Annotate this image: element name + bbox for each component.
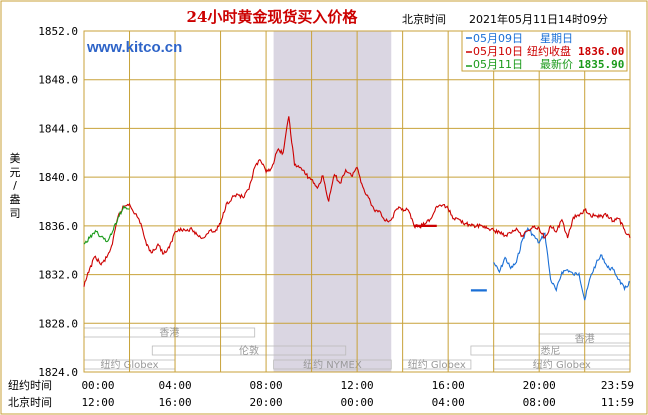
chart-title: 24小时黄金现货买入价格: [187, 8, 359, 26]
legend-date-close: 05月10日: [473, 45, 523, 58]
market-session-bar: [273, 359, 392, 370]
market-session-label: 纽约 NYMEX: [303, 358, 362, 371]
ny-tick-label: 00:00: [81, 379, 114, 392]
bj-tick-label: 12:00: [81, 396, 114, 409]
bj-tick-label: 20:00: [250, 396, 283, 409]
ny-tick-label: 16:00: [432, 379, 465, 392]
series-line-latest: [83, 205, 130, 245]
ny-tick-label: 23:59: [601, 379, 634, 392]
y-tick-label: 1840.0: [38, 171, 78, 184]
y-tick-label: 1836.0: [38, 220, 78, 233]
y-label-char: 美: [10, 152, 21, 165]
y-label-char: /: [13, 179, 17, 192]
legend-date-latest: 05月11日: [473, 58, 523, 71]
bj-time-row-label: 北京时间: [8, 395, 52, 409]
bj-tick-label: 16:00: [158, 396, 191, 409]
y-axis-label: 美 元 / 盎 司: [10, 152, 21, 220]
series-line-close: [83, 116, 631, 287]
website-label: www.kitco.cn: [86, 39, 182, 56]
y-label-char: 盎: [10, 192, 21, 206]
legend-date-sunday: 05月09日: [473, 32, 523, 45]
market-session-bar: [151, 345, 347, 356]
timestamp: 2021年05月11日14时09分: [469, 12, 608, 26]
legend-text-close: 纽约收盘: [527, 44, 571, 58]
bj-tick-label: 00:00: [341, 396, 374, 409]
bj-tick-label: 11:59: [601, 396, 634, 409]
x-axis-ticks: 00:00 12:00 04:00 16:00 08:00 20:00 12:00 00:00…: [81, 379, 634, 409]
bj-tick-label: 08:00: [523, 396, 556, 409]
series-line-sunday: [493, 227, 631, 301]
ny-tick-label: 12:00: [341, 379, 374, 392]
y-label-char: 元: [10, 166, 21, 179]
ny-time-row-label: 纽约时间: [8, 378, 52, 392]
legend-text-latest: 最新价: [540, 57, 573, 71]
y-tick-label: 1824.0: [38, 366, 78, 379]
y-tick-label: 1832.0: [38, 269, 78, 282]
legend-value-close: 1836.00: [578, 45, 624, 58]
ny-tick-label: 04:00: [158, 379, 191, 392]
plot-border: [83, 30, 631, 373]
y-tick-label: 1844.0: [38, 122, 78, 135]
legend-value-latest: 1835.90: [578, 58, 624, 71]
y-axis-ticks: 1824.0 1828.0 1832.0 1836.0 1840.0 1844.0 1848…: [38, 25, 78, 379]
legend-text-sunday: 星期日: [540, 32, 573, 45]
market-session-label: 香港: [159, 327, 179, 339]
market-session-label: 伦敦: [239, 344, 259, 357]
y-tick-label: 1848.0: [38, 74, 78, 87]
ny-tick-label: 20:00: [523, 379, 556, 392]
legend: 05月09日 星期日 05月10日 纽约收盘 1836.00 05月11日 最新…: [461, 30, 628, 72]
bj-tick-label: 04:00: [432, 396, 465, 409]
timezone-label: 北京时间: [402, 12, 446, 26]
ny-tick-label: 08:00: [250, 379, 283, 392]
nymex-session-shade: [273, 31, 392, 372]
market-session-label: 纽约 Globex: [408, 358, 466, 371]
y-tick-label: 1852.0: [38, 25, 78, 38]
y-label-char: 司: [10, 207, 21, 220]
market-session-label: 纽约 Globex: [533, 358, 591, 371]
y-tick-label: 1828.0: [38, 317, 78, 330]
market-session-label: 悉尼: [540, 345, 560, 357]
